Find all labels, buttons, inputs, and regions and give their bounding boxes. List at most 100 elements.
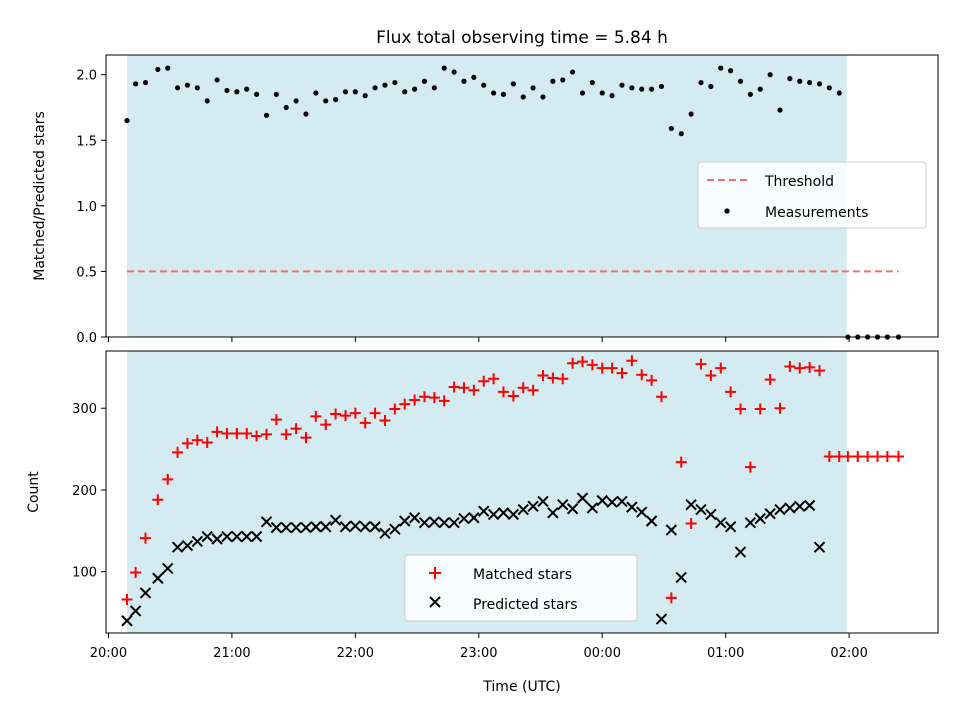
predicted-star-point xyxy=(645,515,658,527)
measurement-point xyxy=(263,112,270,118)
matched-star-point xyxy=(557,373,569,385)
predicted-star-point xyxy=(497,507,510,519)
matched-star-point xyxy=(862,450,874,462)
matched-star-point xyxy=(330,408,342,420)
bottom-x-tick-label: 22:00 xyxy=(337,646,374,661)
measurement-point xyxy=(431,85,437,91)
matched-star-point xyxy=(823,450,835,462)
chart-title: Flux total observing time = 5.84 h xyxy=(376,28,668,48)
measurement-point xyxy=(124,117,130,124)
predicted-star-point xyxy=(626,501,638,513)
matched-star-point xyxy=(547,372,559,384)
measurement-point xyxy=(224,87,230,94)
measurement-point xyxy=(728,68,734,74)
predicted-star-point xyxy=(675,571,687,584)
measurement-point xyxy=(649,86,655,92)
matched-star-point xyxy=(152,494,164,506)
measurement-point xyxy=(214,77,220,83)
measurement-point xyxy=(836,90,842,96)
predicted-star-point xyxy=(547,507,559,519)
predicted-stars-legend-label: Predicted stars xyxy=(473,597,578,613)
matched-star-point xyxy=(241,428,253,440)
predicted-stars-legend-swatch xyxy=(429,596,441,608)
predicted-star-point xyxy=(478,505,490,517)
matched-star-point xyxy=(567,357,579,369)
matched-star-point xyxy=(300,432,312,444)
matched-star-point xyxy=(438,395,450,407)
bottom-panel: 100 200 300 20:00 21:00 22:00 23:00 00:00 01:00… xyxy=(26,350,939,695)
matched-star-point xyxy=(369,407,381,419)
matched-stars-legend-swatch xyxy=(429,567,441,579)
predicted-star-point xyxy=(221,530,233,543)
matched-star-point xyxy=(458,382,470,394)
bottom-axes-frame xyxy=(105,350,939,634)
predicted-star-point xyxy=(596,494,608,507)
measurement-point xyxy=(244,86,250,92)
matched-star-point xyxy=(774,402,786,414)
bottom-y-tick-label: 300 xyxy=(72,402,97,417)
measurement-point xyxy=(747,91,753,97)
measurement-point xyxy=(688,111,694,117)
predicted-star-point xyxy=(231,530,243,543)
measurement-point xyxy=(194,85,200,91)
measurement-point xyxy=(133,81,139,87)
predicted-star-point xyxy=(794,500,806,513)
predicted-star-point xyxy=(379,527,391,539)
bottom-x-tick-label: 00:00 xyxy=(584,646,621,661)
bottom-x-tick-label: 20:00 xyxy=(90,646,127,661)
measurement-point xyxy=(678,131,684,137)
matched-star-point xyxy=(140,532,152,544)
matched-star-point xyxy=(744,461,756,473)
measurement-point xyxy=(510,81,516,87)
predicted-star-point xyxy=(129,605,142,617)
predicted-star-point xyxy=(310,521,322,533)
predicted-star-point xyxy=(636,506,648,518)
predicted-star-point xyxy=(803,499,816,512)
bottom-y-tick-label: 200 xyxy=(72,484,97,499)
matched-star-point xyxy=(468,384,480,396)
measurement-point xyxy=(500,91,507,97)
matched-star-point xyxy=(231,428,243,440)
matched-star-point xyxy=(517,382,529,394)
matched-stars-points xyxy=(121,355,904,605)
matched-star-point xyxy=(636,369,648,381)
matched-star-point xyxy=(162,473,174,485)
measurement-point xyxy=(491,90,497,96)
predicted-star-point xyxy=(744,516,757,529)
matched-star-point xyxy=(191,434,203,446)
top-axes-frame xyxy=(105,54,939,338)
matched-star-point xyxy=(715,362,727,374)
top-y-tick-label: 0.5 xyxy=(76,265,97,280)
predicted-star-point xyxy=(566,503,579,515)
predicted-star-point xyxy=(320,521,332,533)
matched-star-point xyxy=(527,384,539,396)
matched-star-point xyxy=(409,394,421,406)
predicted-star-point xyxy=(121,615,133,627)
measurement-point xyxy=(530,85,536,91)
predicted-star-point xyxy=(685,498,697,511)
predicted-star-point xyxy=(329,514,342,526)
predicted-star-point xyxy=(191,535,204,548)
predicted-star-point xyxy=(201,530,213,543)
predicted-star-point xyxy=(813,541,826,553)
matched-star-point xyxy=(606,362,618,374)
predicted-star-point xyxy=(270,521,283,534)
measurement-point xyxy=(737,78,744,84)
predicted-star-point xyxy=(171,541,184,553)
matched-star-point xyxy=(626,355,638,367)
matched-star-point xyxy=(665,592,677,604)
top-y-tick-label: 1.0 xyxy=(76,200,97,215)
matched-star-point xyxy=(784,361,796,373)
predicted-star-point xyxy=(705,508,717,521)
measurement-point xyxy=(283,104,289,111)
top-y-tick-label: 2.0 xyxy=(76,69,97,84)
measurement-point xyxy=(333,96,339,103)
matched-star-point xyxy=(616,367,628,379)
bottom-y-tick-label: 100 xyxy=(72,566,97,581)
predicted-star-point xyxy=(250,530,263,543)
predicted-star-point xyxy=(438,516,450,529)
matched-star-point xyxy=(418,391,430,403)
measurement-point xyxy=(767,72,773,78)
measurement-point xyxy=(253,91,260,97)
